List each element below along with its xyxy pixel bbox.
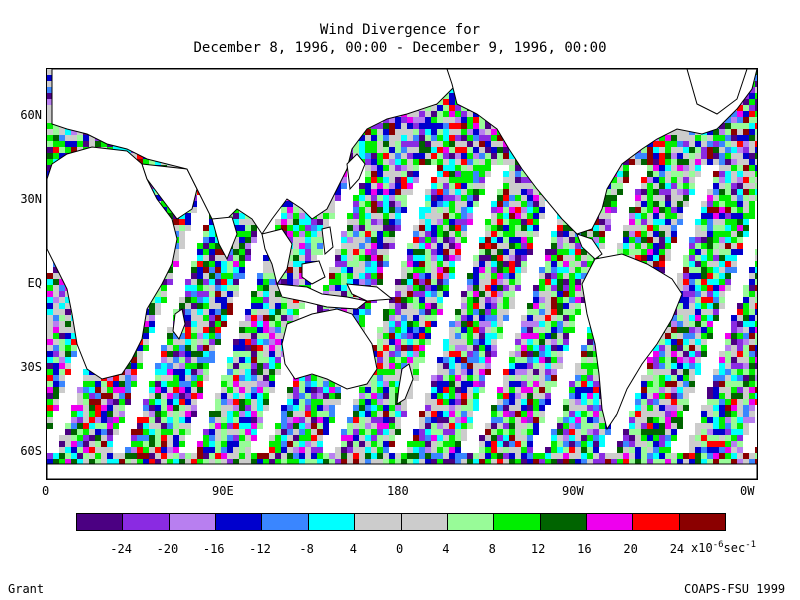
land-india	[211, 216, 238, 261]
colorbar-swatch	[679, 514, 726, 530]
colorbar-tick-label: -20	[156, 542, 179, 556]
colorbar-tick-label: 0	[396, 542, 404, 556]
colorbar-swatch	[308, 514, 356, 530]
land-masses	[47, 69, 757, 479]
lon-label-0w: 0W	[740, 484, 755, 498]
land-central-america	[576, 233, 603, 260]
land-new-guinea	[346, 283, 394, 302]
colorbar-units: x10-6sec-1	[691, 540, 757, 555]
colorbar-swatch	[355, 514, 402, 530]
lon-label-180: 180	[387, 484, 409, 498]
author-credit: Grant	[8, 582, 45, 596]
lat-label-30s: 30S	[20, 360, 42, 374]
colorbar	[76, 513, 726, 531]
colorbar-swatch	[494, 514, 541, 530]
colorbar-swatch	[540, 514, 587, 530]
colorbar-tick-label: 4	[442, 542, 450, 556]
colorbar-tick-label: 24	[669, 542, 685, 556]
land-antarctica	[47, 463, 757, 479]
colorbar-tick-label: 16	[577, 542, 592, 556]
colorbar-swatch	[633, 514, 680, 530]
colorbar-tick-label: -12	[249, 542, 271, 556]
colorbar-swatch	[447, 514, 495, 530]
map-title: Wind Divergence for	[319, 22, 481, 38]
land-africa	[47, 146, 178, 380]
land-north-america	[446, 69, 757, 235]
colorbar-tick-label: -24	[110, 542, 132, 556]
lon-label-90e: 90E	[212, 484, 234, 498]
lat-label-60s: 60S	[20, 444, 42, 458]
land-greenland	[686, 69, 748, 115]
land-philippines	[321, 226, 334, 256]
colorbar-tick-label: -16	[202, 542, 225, 556]
colorbar-swatch	[169, 514, 217, 530]
land-japan	[346, 153, 366, 191]
colorbar-tick-label: 8	[488, 542, 496, 556]
lat-label-30n: 30N	[20, 192, 42, 206]
colorbar-tick-label: -8	[299, 542, 314, 556]
land-madagascar	[172, 308, 186, 341]
colorbar-swatch	[216, 514, 263, 530]
lon-label-90w: 90W	[562, 484, 584, 498]
institution-credit: COAPS-FSU 1999	[684, 582, 786, 596]
colorbar-swatch	[77, 514, 124, 530]
colorbar-tick-label: 12	[530, 542, 546, 556]
lat-label-60n: 60N	[20, 108, 42, 122]
land-indonesia	[276, 283, 369, 310]
land-south-america	[581, 253, 683, 431]
lon-label-0: 0	[42, 484, 50, 498]
colorbar-tick-label: 4	[349, 542, 357, 556]
land-australia	[281, 308, 378, 390]
divergence-map	[47, 69, 757, 479]
map-plot-area	[46, 68, 758, 480]
land-indochina	[261, 228, 293, 286]
land-eurasia	[51, 69, 458, 235]
colorbar-swatch	[586, 514, 634, 530]
colorbar-tick-label: 20	[623, 542, 638, 556]
land-borneo	[301, 260, 326, 285]
colorbar-swatch	[401, 514, 448, 530]
colorbar-swatch	[123, 514, 170, 530]
lat-label-eq: EQ	[27, 276, 42, 290]
map-subtitle: December 8, 1996, 00:00 - December 9, 19…	[193, 40, 607, 56]
land-new-zealand	[396, 363, 414, 405]
colorbar-swatch	[262, 514, 309, 530]
